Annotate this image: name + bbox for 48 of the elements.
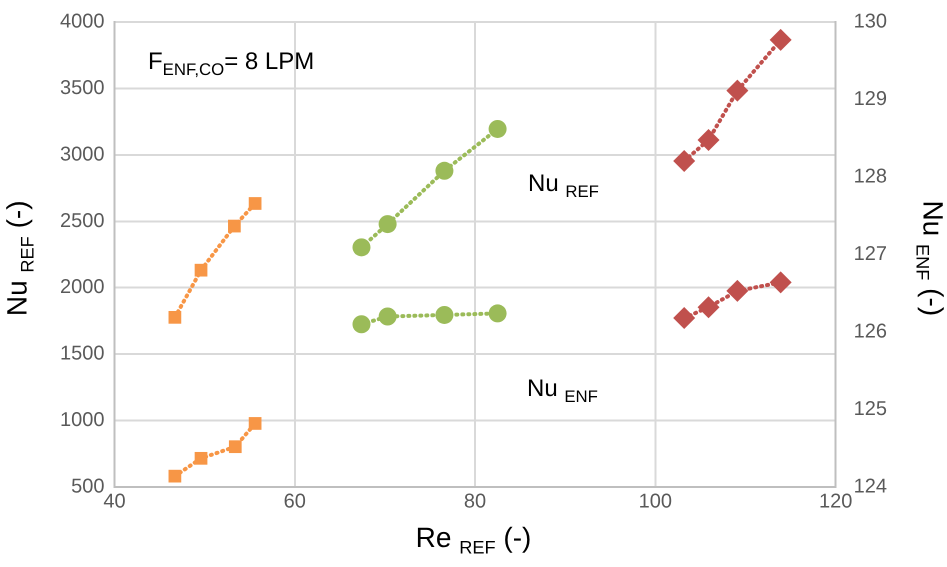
y-tick-label: 1500: [60, 342, 104, 365]
point: [435, 306, 454, 324]
y-tick-label: 3000: [60, 143, 104, 166]
point: [673, 307, 696, 330]
point: [248, 417, 262, 430]
point: [673, 150, 696, 172]
point: [488, 120, 507, 138]
x-tick-label: 100: [638, 490, 672, 513]
y2-tick-label: 124: [854, 476, 888, 498]
y2-tick-label: 126: [854, 320, 888, 343]
annotation: F$_{ENF,CO}$= 8 LPM: [148, 48, 314, 80]
point: [726, 280, 748, 302]
point: [352, 315, 370, 334]
point: [168, 310, 182, 324]
point: [378, 215, 397, 234]
y-tick-label: 1000: [60, 409, 104, 432]
point: [352, 238, 370, 256]
point: [194, 452, 208, 465]
point: [488, 304, 507, 322]
x-tick-label: 120: [818, 490, 852, 513]
y2-tick-label: 127: [854, 243, 888, 266]
x-tick-label: 60: [284, 490, 306, 513]
y-tick-label: 3500: [60, 76, 104, 99]
annotation: Nu $_{REF}$: [528, 170, 599, 202]
point: [770, 271, 792, 294]
point: [698, 128, 720, 151]
y-tick-label: 4000: [60, 10, 104, 33]
point: [228, 440, 242, 454]
x-tick-label: 80: [464, 490, 486, 513]
y-tick-label: 2500: [60, 210, 104, 232]
x-axis-title: Re $_{REF}$ (-): [414, 522, 532, 559]
point: [228, 220, 241, 232]
y-tick-label: 2000: [60, 276, 104, 298]
point: [435, 162, 454, 180]
y2-tick-label: 130: [854, 10, 888, 33]
point: [168, 470, 182, 483]
x-tick-label: 40: [103, 490, 126, 513]
y2-tick-label: 129: [854, 88, 888, 110]
y2-tick-label: 128: [854, 166, 888, 188]
point: [698, 296, 720, 318]
point: [248, 197, 262, 210]
y2-tick-label: 125: [854, 398, 888, 420]
point: [378, 308, 397, 326]
y-tick-label: 500: [71, 476, 104, 498]
point: [726, 80, 748, 102]
annotation: Nu $_{ENF}$: [527, 375, 598, 407]
point: [194, 264, 208, 277]
point: [770, 28, 792, 51]
